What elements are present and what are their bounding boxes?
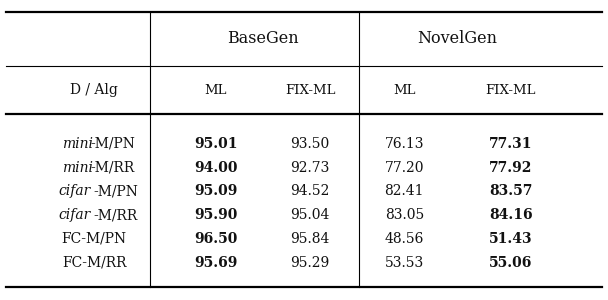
Text: 77.31: 77.31 — [489, 137, 533, 151]
Text: 51.43: 51.43 — [489, 232, 533, 246]
Text: cifar: cifar — [58, 184, 91, 198]
Text: 77.92: 77.92 — [489, 160, 533, 175]
Text: 82.41: 82.41 — [385, 184, 424, 198]
Text: 95.84: 95.84 — [291, 232, 330, 246]
Text: 95.90: 95.90 — [194, 208, 238, 222]
Text: mini: mini — [62, 160, 93, 175]
Text: 95.04: 95.04 — [291, 208, 330, 222]
Text: -M/PN: -M/PN — [94, 184, 139, 198]
Text: cifar: cifar — [58, 208, 91, 222]
Text: -M/RR: -M/RR — [90, 160, 134, 175]
Text: 95.29: 95.29 — [291, 256, 330, 270]
Text: -M/PN: -M/PN — [90, 137, 135, 151]
Text: 95.69: 95.69 — [194, 256, 238, 270]
Text: ML: ML — [204, 83, 227, 97]
Text: mini: mini — [62, 137, 93, 151]
Text: D / Alg: D / Alg — [71, 83, 118, 97]
Text: 94.00: 94.00 — [194, 160, 238, 175]
Text: FIX-ML: FIX-ML — [285, 83, 336, 97]
Text: ML: ML — [393, 83, 416, 97]
Text: 55.06: 55.06 — [489, 256, 533, 270]
Text: FC-M/PN: FC-M/PN — [61, 232, 127, 246]
Text: FC-M/RR: FC-M/RR — [62, 256, 126, 270]
Text: BaseGen: BaseGen — [227, 30, 299, 47]
Text: 77.20: 77.20 — [385, 160, 424, 175]
Text: 94.52: 94.52 — [291, 184, 330, 198]
Text: 95.09: 95.09 — [194, 184, 238, 198]
Text: 53.53: 53.53 — [385, 256, 424, 270]
Text: 95.01: 95.01 — [194, 137, 238, 151]
Text: 83.57: 83.57 — [489, 184, 533, 198]
Text: 92.73: 92.73 — [291, 160, 330, 175]
Text: 48.56: 48.56 — [385, 232, 424, 246]
Text: FIX-ML: FIX-ML — [485, 83, 536, 97]
Text: NovelGen: NovelGen — [418, 30, 497, 47]
Text: 96.50: 96.50 — [194, 232, 238, 246]
Text: 83.05: 83.05 — [385, 208, 424, 222]
Text: 93.50: 93.50 — [291, 137, 330, 151]
Text: 84.16: 84.16 — [489, 208, 533, 222]
Text: 76.13: 76.13 — [385, 137, 424, 151]
Text: -M/RR: -M/RR — [94, 208, 138, 222]
